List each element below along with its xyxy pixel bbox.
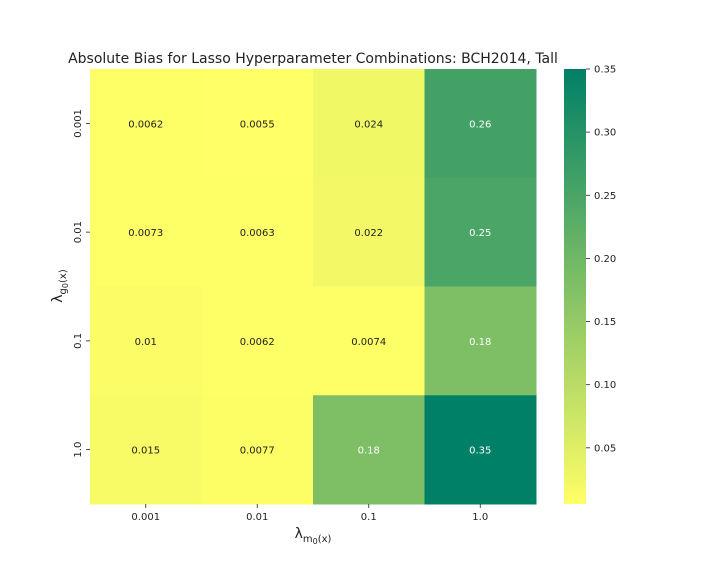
- colorbar-gradient: [564, 69, 586, 504]
- heatmap-cell: [201, 177, 314, 287]
- y-axis: 0.001 0.01 0.1 1.0: [73, 109, 90, 458]
- x-tick-label: 0.1: [361, 512, 377, 523]
- y-axis-label: λg0(x): [50, 269, 70, 303]
- heatmap-cell-label: 0.0055: [240, 119, 275, 130]
- heatmap-cell: [90, 395, 202, 505]
- colorbar-tick-label: 0.20: [594, 254, 616, 265]
- heatmap-cell-label: 0.18: [469, 337, 491, 348]
- heatmap-cell-label: 0.0062: [240, 337, 275, 348]
- colorbar: 0.05 0.10 0.15 0.20 0.25 0.30 0.35: [564, 65, 616, 504]
- colorbar-tick-label: 0.10: [594, 380, 616, 391]
- heatmap-cell: [424, 395, 537, 505]
- colorbar-tick-label: 0.30: [594, 128, 616, 139]
- heatmap-cell: [90, 177, 202, 287]
- heatmap-cell: [201, 286, 314, 396]
- chart-title: Absolute Bias for Lasso Hyperparameter C…: [68, 51, 558, 67]
- colorbar-tick-label: 0.05: [594, 443, 616, 454]
- heatmap-cell-label: 0.0073: [128, 228, 163, 239]
- heatmap-cell: [313, 69, 425, 179]
- x-axis-label: λm0(x): [295, 526, 332, 546]
- heatmap-cell: [424, 177, 537, 287]
- x-axis-label-subsub: 0: [313, 537, 318, 546]
- y-tick-label: 0.1: [73, 333, 84, 349]
- heatmap-cell-label: 0.25: [469, 228, 491, 239]
- heatmap-cell: [90, 69, 202, 179]
- heatmap-cell-label: 0.35: [469, 446, 491, 457]
- heatmap-cell-label: 0.0077: [240, 446, 275, 457]
- x-tick-label: 1.0: [472, 512, 488, 523]
- x-axis: 0.001 0.01 0.1 1.0: [131, 504, 488, 523]
- y-axis-label-subsub: 0: [61, 283, 70, 288]
- heatmap-cell: [201, 395, 314, 505]
- heatmap-cell-label: 0.015: [131, 446, 160, 457]
- colorbar-tick-label: 0.35: [594, 65, 616, 76]
- heatmap-cell-label: 0.26: [469, 119, 491, 130]
- y-axis-label-sub: g: [58, 288, 69, 294]
- y-tick-label: 1.0: [73, 442, 84, 458]
- heatmap-cell-label: 0.0062: [128, 119, 163, 130]
- heatmap-cell: [313, 395, 425, 505]
- heatmap-cell: [201, 69, 314, 179]
- colorbar-tick-label: 0.25: [594, 191, 616, 202]
- x-axis-label-symbol: λ: [295, 526, 303, 542]
- heatmap-cell: [424, 69, 537, 179]
- colorbar-tick-label: 0.15: [594, 317, 616, 328]
- heatmap-cell: [90, 286, 202, 396]
- heatmap-cell-label: 0.18: [358, 446, 380, 457]
- heatmap-cell-label: 0.022: [354, 228, 383, 239]
- x-axis-label-sub: m: [303, 534, 313, 545]
- heatmap-cell: [313, 286, 425, 396]
- y-axis-label-symbol: λ: [50, 294, 66, 302]
- y-tick-label: 0.01: [73, 221, 84, 243]
- x-tick-label: 0.001: [131, 512, 160, 523]
- heatmap-cells: [90, 69, 537, 505]
- heatmap-cell-labels: 0.0062 0.0055 0.024 0.26 0.0073 0.0063 0.022 0.…: [128, 119, 491, 456]
- heatmap-cell-label: 0.0074: [351, 337, 386, 348]
- heatmap-cell: [424, 286, 537, 396]
- heatmap-cell: [313, 177, 425, 287]
- x-tick-label: 0.01: [246, 512, 268, 523]
- heatmap-cell-label: 0.0063: [240, 228, 275, 239]
- heatmap-cell-label: 0.01: [135, 337, 157, 348]
- heatmap-cell-label: 0.024: [354, 119, 383, 130]
- x-axis-label-tail: (x): [318, 534, 332, 545]
- y-tick-label: 0.001: [73, 109, 84, 138]
- y-axis-label-tail: (x): [58, 269, 69, 283]
